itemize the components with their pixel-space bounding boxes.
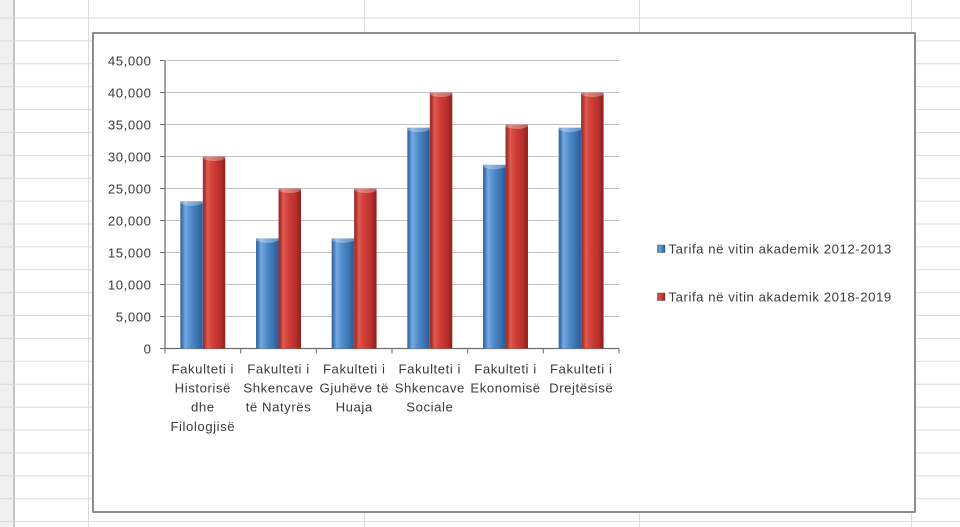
svg-text:10,000: 10,000 [108,277,152,292]
svg-text:Huaja: Huaja [336,400,373,415]
svg-text:Fakulteti i: Fakulteti i [399,362,461,377]
svg-text:30,000: 30,000 [108,149,152,164]
svg-text:Sociale: Sociale [406,400,453,415]
svg-text:Historisë: Historisë [175,381,231,396]
svg-text:Tarifa në vitin akademik 2012-: Tarifa në vitin akademik 2012-2013 [669,242,892,257]
svg-text:5,000: 5,000 [116,309,152,324]
svg-text:Tarifa në vitin akademik 2018-: Tarifa në vitin akademik 2018-2019 [669,290,892,305]
svg-text:Filologjisë: Filologjisë [170,419,235,434]
svg-text:Fakulteti i: Fakulteti i [172,362,234,377]
svg-text:Fakulteti i: Fakulteti i [247,362,309,377]
svg-text:20,000: 20,000 [108,213,152,228]
svg-text:Shkencave: Shkencave [243,381,313,396]
svg-text:Gjuhëve të: Gjuhëve të [320,381,389,396]
svg-text:15,000: 15,000 [108,245,152,260]
svg-text:Fakulteti i: Fakulteti i [550,362,612,377]
svg-text:Fakulteti i: Fakulteti i [474,362,536,377]
svg-text:35,000: 35,000 [108,117,152,132]
svg-text:Fakulteti i: Fakulteti i [323,362,385,377]
svg-text:të Natyrës: të Natyrës [246,400,312,415]
svg-text:0: 0 [144,341,152,356]
svg-text:Shkencave: Shkencave [395,381,465,396]
svg-text:Ekonomisë: Ekonomisë [470,381,540,396]
svg-text:25,000: 25,000 [108,181,152,196]
svg-text:40,000: 40,000 [108,85,152,100]
svg-text:dhe: dhe [191,400,215,415]
svg-text:45,000: 45,000 [108,53,152,68]
svg-text:Drejtësisë: Drejtësisë [549,381,613,396]
